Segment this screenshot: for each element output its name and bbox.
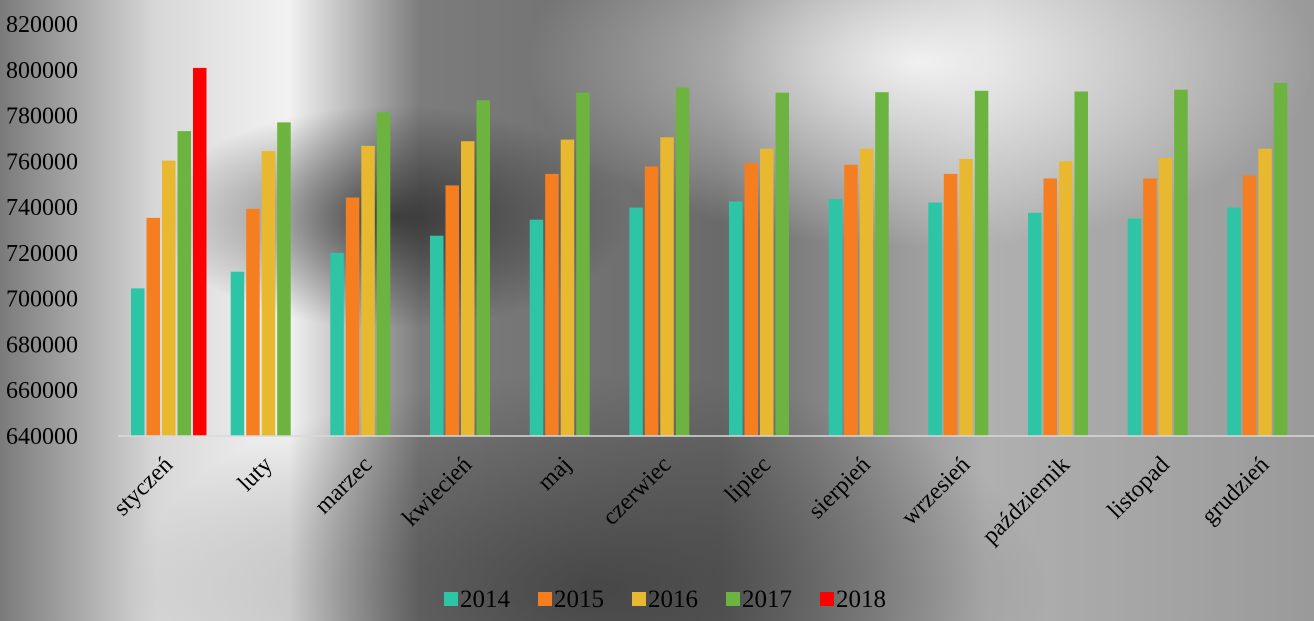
bar-2014-6	[729, 201, 743, 436]
bar-2015-7	[844, 164, 858, 437]
bar-2015-5	[644, 166, 659, 436]
bar-2017-5	[675, 87, 690, 436]
legend-swatch-2014	[444, 592, 458, 606]
y-tick-label: 660000	[6, 378, 78, 404]
bar-2016-6	[760, 148, 774, 436]
y-tick-label: 720000	[6, 241, 78, 267]
bar-2015-0	[146, 217, 160, 436]
x-tick-label: grudzień	[1197, 452, 1275, 530]
bar-2017-11	[1273, 82, 1288, 437]
y-tick-label: 820000	[6, 12, 78, 38]
legend-swatch-2017	[726, 592, 740, 606]
bar-2014-11	[1227, 207, 1241, 436]
bars	[131, 67, 1288, 437]
bar-2015-11	[1242, 175, 1257, 436]
y-axis: 640000 660000 680000 700000 720000 740000 7600…	[6, 12, 78, 450]
bar-2014-1	[230, 271, 245, 436]
x-tick-label: listopad	[1103, 452, 1175, 524]
bar-2016-2	[361, 145, 375, 437]
bar-2016-1	[261, 151, 276, 436]
y-tick-label: 740000	[6, 195, 78, 221]
x-tick-label: maj	[533, 452, 577, 496]
bar-2016-4	[560, 139, 575, 436]
bar-2016-0	[162, 160, 176, 436]
x-axis: styczeń luty marzec kwiecień maj czerwiec lipi…	[109, 452, 1275, 550]
bar-2015-6	[744, 163, 758, 436]
bar-2017-9	[1074, 91, 1088, 436]
y-tick-label: 760000	[6, 149, 78, 175]
bar-2015-1	[246, 208, 260, 436]
legend: 2014 2015 2016 2017 2018	[444, 586, 886, 613]
bar-2017-2	[376, 112, 391, 437]
bar-2016-8	[959, 159, 973, 436]
x-tick-label: kwiecień	[397, 452, 477, 532]
bar-2014-8	[928, 202, 942, 436]
legend-swatch-2016	[632, 592, 646, 606]
bar-2016-7	[859, 148, 874, 436]
legend-swatch-2018	[820, 592, 834, 606]
bar-2015-10	[1143, 178, 1157, 436]
bar-2014-2	[330, 252, 344, 436]
y-tick-label: 780000	[6, 104, 78, 130]
bar-2017-0	[177, 131, 191, 436]
bar-2014-10	[1127, 218, 1142, 436]
bar-2017-1	[277, 122, 291, 437]
x-tick-label: lipiec	[720, 452, 776, 508]
y-tick-label: 800000	[6, 58, 78, 84]
bar-2014-0	[131, 288, 145, 436]
legend-label-2017: 2017	[742, 586, 792, 613]
bar-2014-9	[1028, 212, 1042, 436]
y-tick-label: 700000	[6, 287, 78, 313]
bar-2016-3	[461, 141, 475, 436]
legend-label-2018: 2018	[836, 586, 886, 613]
x-tick-label: styczeń	[109, 452, 178, 521]
x-tick-label: luty	[233, 452, 278, 497]
bar-2015-9	[1043, 178, 1057, 436]
bar-2015-2	[345, 197, 360, 436]
bar-2015-8	[943, 173, 958, 436]
bar-2017-3	[476, 100, 490, 436]
x-tick-label: sierpień	[804, 452, 876, 524]
x-tick-label: czerwiec	[598, 452, 677, 531]
x-tick-label: marzec	[310, 452, 377, 519]
legend-swatch-2015	[538, 592, 552, 606]
bar-2016-10	[1158, 157, 1173, 436]
bar-2018-0	[193, 67, 207, 437]
bar-2014-3	[430, 235, 444, 436]
bar-2016-9	[1059, 161, 1073, 437]
bar-2016-5	[660, 137, 674, 437]
y-tick-label: 640000	[6, 424, 78, 450]
bar-2014-5	[629, 207, 643, 436]
legend-label-2015: 2015	[554, 586, 604, 613]
bar-2014-7	[828, 199, 843, 436]
x-tick-label: październik	[978, 452, 1076, 550]
legend-label-2016: 2016	[648, 586, 698, 613]
bar-2015-4	[545, 173, 559, 436]
x-tick-label: wrzesień	[897, 452, 976, 531]
bar-2017-6	[775, 92, 789, 436]
bar-2017-10	[1174, 89, 1188, 436]
bar-2014-4	[529, 219, 544, 436]
legend-label-2014: 2014	[460, 586, 511, 613]
bar-2017-7	[875, 92, 889, 436]
y-tick-label: 680000	[6, 332, 78, 358]
bar-2016-11	[1258, 148, 1272, 436]
bar-2015-3	[445, 185, 459, 436]
bar-2017-8	[974, 90, 989, 437]
bar-2017-4	[576, 92, 590, 436]
